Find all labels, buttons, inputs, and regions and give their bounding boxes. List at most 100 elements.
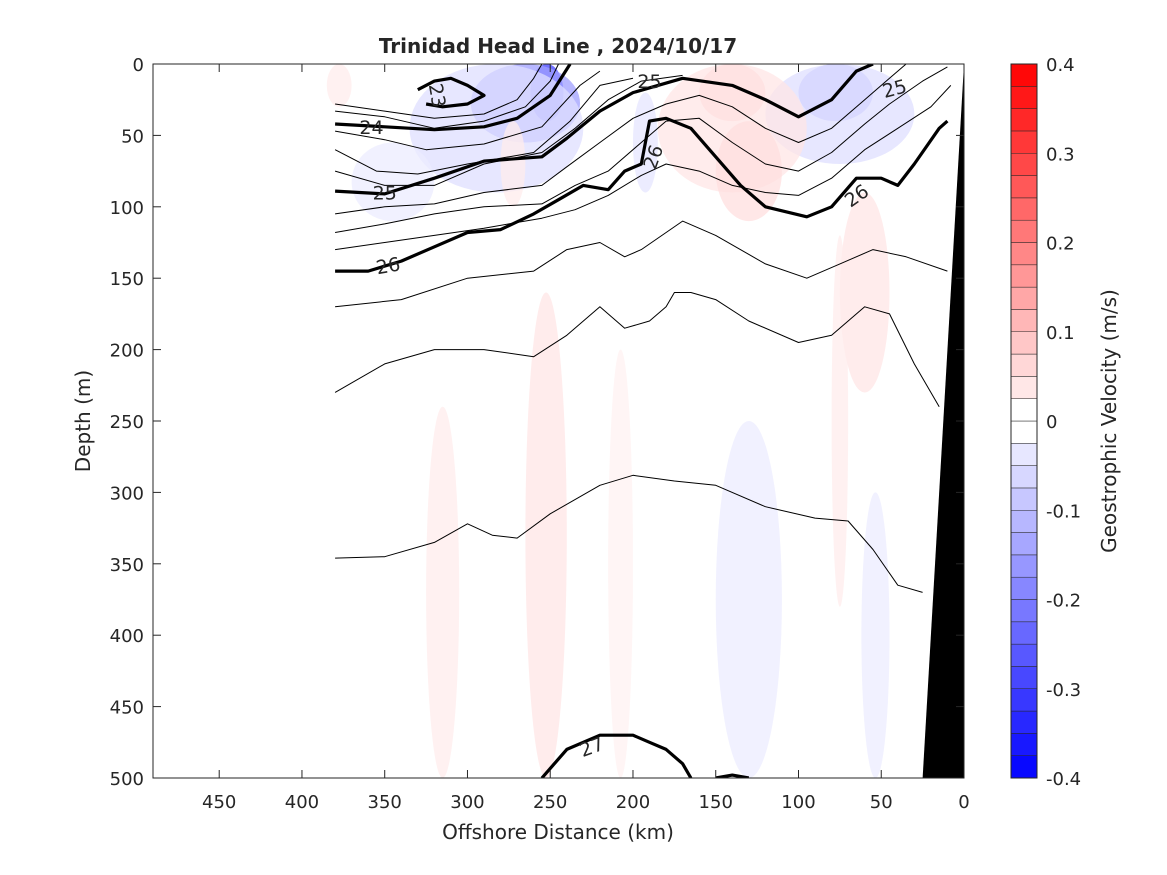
- colorbar-segment: [1010, 465, 1038, 489]
- colorbar-segment: [1010, 331, 1038, 355]
- contour-line: [335, 474, 923, 593]
- colorbar-segment: [1010, 130, 1038, 154]
- contour-line: [335, 64, 874, 196]
- colorbar-tick-label: -0.1: [1046, 501, 1081, 522]
- colorbar-segment: [1010, 63, 1038, 87]
- colorbar-segment: [1010, 510, 1038, 533]
- contour-label: 25: [637, 71, 661, 93]
- contour-label: 23: [424, 82, 450, 110]
- velocity-patch: [525, 292, 567, 778]
- colorbar-segment: [1010, 443, 1038, 466]
- colorbar-segment: [1010, 286, 1038, 310]
- colorbar-segment: [1010, 376, 1038, 399]
- colorbar-segment: [1010, 219, 1038, 243]
- colorbar-segment: [1010, 108, 1038, 132]
- colorbar-segment: [1010, 353, 1038, 377]
- colorbar-segment: [1010, 532, 1038, 556]
- contour-line: [540, 733, 693, 778]
- colorbar-frame: [1010, 63, 1038, 779]
- colorbar-segment: [1010, 554, 1038, 578]
- velocity-patch: [426, 406, 460, 778]
- contour-label: 24: [359, 117, 383, 139]
- density-contours: [334, 64, 952, 778]
- y-tick-label: 250: [110, 412, 144, 433]
- colorbar-segment: [1010, 621, 1038, 645]
- colorbar-tick-label: -0.2: [1046, 591, 1081, 612]
- colorbar-tick-label: 0.1: [1046, 323, 1075, 344]
- y-tick-label: 100: [110, 198, 144, 219]
- colorbar-segment: [1010, 599, 1038, 623]
- bathymetry-shape: [922, 64, 964, 778]
- contour-line: [335, 116, 949, 273]
- x-tick-label: 200: [616, 792, 650, 813]
- colorbar-segment: [1010, 175, 1038, 199]
- velocity-patch: [351, 142, 435, 222]
- x-tick-label: 250: [533, 792, 567, 813]
- velocity-patch: [715, 121, 782, 222]
- contour-line: [334, 74, 683, 186]
- colorbar-segment: [1010, 264, 1038, 288]
- colorbar-segment: [1010, 666, 1038, 689]
- y-tick-label: 200: [110, 341, 144, 362]
- colorbar-tick-label: 0: [1046, 412, 1057, 433]
- velocity-patch: [715, 421, 782, 778]
- contour-line: [334, 77, 634, 175]
- contour-line: [335, 85, 952, 251]
- contour-line: [335, 66, 948, 233]
- bathymetry: [922, 64, 964, 778]
- contour-line: [335, 64, 543, 119]
- colorbar-tick-label: -0.4: [1046, 769, 1081, 790]
- contour-line: [335, 64, 907, 215]
- y-axis-label: Depth (m): [71, 370, 95, 472]
- velocity-patch: [608, 349, 633, 778]
- colorbar: -0.4 -0.3 -0.2 -0.1 0 0.1 0.2 0.3 0.4: [1010, 55, 1081, 790]
- colorbar-segment: [1010, 309, 1038, 332]
- colorbar-segment: [1010, 710, 1038, 734]
- colorbar-label: Geostrophic Velocity (m/s): [1097, 289, 1121, 553]
- colorbar-segment: [1010, 755, 1038, 779]
- colorbar-tick-label: -0.3: [1046, 680, 1081, 701]
- y-axis: 0 50 100 150 200 250 300 350 400 450 500: [110, 55, 964, 790]
- chart-title: Trinidad Head Line , 2024/10/17: [379, 34, 737, 58]
- x-tick-label: 50: [870, 792, 893, 813]
- colorbar-segment: [1010, 733, 1038, 756]
- colorbar-segment: [1010, 197, 1038, 221]
- y-tick-label: 500: [110, 769, 144, 790]
- velocity-patch: [839, 192, 890, 393]
- velocity-patch: [409, 64, 584, 193]
- colorbar-segment: [1010, 420, 1038, 444]
- x-tick-label: 350: [368, 792, 402, 813]
- contour-line: [335, 64, 559, 129]
- x-tick-label: 100: [781, 792, 815, 813]
- colorbar-tick-label: 0.3: [1046, 144, 1075, 165]
- contour-line: [334, 292, 940, 407]
- velocity-patch: [326, 64, 352, 107]
- colorbar-tick-label: 0.2: [1046, 234, 1075, 255]
- contour-line: [335, 64, 572, 132]
- colorbar-tick-label: 0.4: [1046, 55, 1075, 76]
- x-tick-label: 300: [450, 792, 484, 813]
- contour-line: [335, 70, 601, 151]
- x-tick-label: 400: [285, 792, 319, 813]
- colorbar-segment: [1010, 86, 1038, 109]
- y-tick-label: 150: [110, 269, 144, 290]
- colorbar-segment: [1010, 242, 1038, 266]
- y-tick-label: 400: [110, 626, 144, 647]
- velocity-patch: [500, 121, 526, 207]
- contour-line: [715, 773, 750, 778]
- contour-label: 26: [374, 253, 402, 279]
- x-axis: 450 400 350 300 250 200 150 100 50 0: [202, 64, 970, 813]
- x-tick-label: 0: [958, 792, 969, 813]
- y-tick-label: 0: [133, 55, 144, 76]
- contour-line: [417, 76, 486, 109]
- x-tick-label: 150: [699, 792, 733, 813]
- y-tick-label: 350: [110, 555, 144, 576]
- velocity-patch: [861, 492, 890, 778]
- colorbar-segment: [1010, 688, 1038, 712]
- colorbar-segment: [1010, 643, 1038, 667]
- colorbar-segment: [1010, 487, 1038, 511]
- contour-label: 25: [373, 183, 397, 205]
- y-tick-label: 50: [121, 126, 144, 147]
- contour-line: [335, 220, 948, 308]
